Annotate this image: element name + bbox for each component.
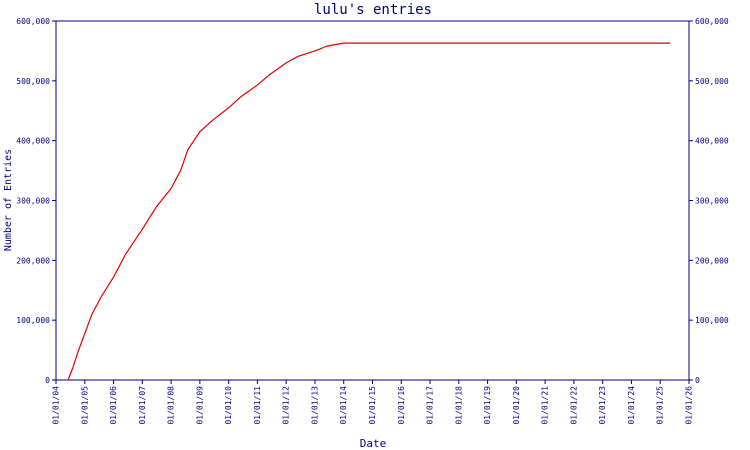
x-tick-label: 01/01/15 (368, 386, 377, 425)
y-tick-label-right: 0 (695, 376, 700, 385)
x-axis-label: Date (360, 437, 387, 450)
x-tick-label: 01/01/17 (426, 386, 435, 425)
entries-series-line (67, 42, 671, 381)
x-tick-label: 01/01/06 (109, 386, 118, 425)
y-tick-label-right: 400,000 (695, 137, 729, 146)
x-tick-label: 01/01/18 (454, 386, 463, 425)
y-tick-label-right: 500,000 (695, 77, 729, 86)
y-tick-label-left: 0 (45, 376, 50, 385)
chart-title: lulu's entries (314, 2, 432, 18)
x-tick-label: 01/01/12 (282, 386, 291, 425)
x-tick-label: 01/01/23 (598, 386, 607, 425)
y-axis-left: 0 100,000 200,000 300,000 400,000 500,000 600,… (16, 17, 56, 385)
y-axis-label: Number of Entries (3, 149, 14, 251)
x-tick-label: 01/01/13 (310, 386, 319, 425)
y-axis-right: 0 100,000 200,000 300,000 400,000 500,000 600,… (689, 17, 729, 385)
plot-area-frame (55, 20, 690, 381)
y-tick-label-left: 300,000 (16, 197, 50, 206)
series-layer (67, 42, 671, 381)
x-tick-label: 01/01/08 (167, 386, 176, 425)
x-tick-label: 01/01/21 (541, 386, 550, 425)
y-tick-label-left: 100,000 (16, 316, 50, 325)
y-tick-label-left: 500,000 (16, 77, 50, 86)
x-tick-label: 01/01/19 (483, 386, 492, 425)
x-axis-bottom: 01/01/04 01/01/05 01/01/06 01/01/07 01/01/08… (52, 380, 694, 425)
x-tick-label: 01/01/24 (627, 386, 636, 425)
y-tick-label-left: 200,000 (16, 256, 50, 265)
x-tick-label: 01/01/20 (512, 386, 521, 425)
y-tick-label-left: 600,000 (16, 17, 50, 26)
y-tick-label-right: 200,000 (695, 256, 729, 265)
x-tick-label: 01/01/07 (138, 386, 147, 425)
y-tick-label-right: 600,000 (695, 17, 729, 26)
x-tick-label: 01/01/25 (656, 386, 665, 425)
x-tick-label: 01/01/11 (253, 386, 262, 425)
x-tick-label: 01/01/05 (80, 386, 89, 425)
x-tick-label: 01/01/10 (224, 386, 233, 425)
x-tick-label: 01/01/22 (569, 386, 578, 425)
x-tick-label: 01/01/14 (339, 386, 348, 425)
x-tick-label: 01/01/09 (195, 386, 204, 425)
y-tick-label-left: 400,000 (16, 137, 50, 146)
y-tick-label-right: 100,000 (695, 316, 729, 325)
x-tick-label: 01/01/16 (397, 386, 406, 425)
y-tick-label-right: 300,000 (695, 197, 729, 206)
x-tick-label: 01/01/26 (685, 386, 694, 425)
x-tick-label: 01/01/04 (52, 386, 61, 425)
